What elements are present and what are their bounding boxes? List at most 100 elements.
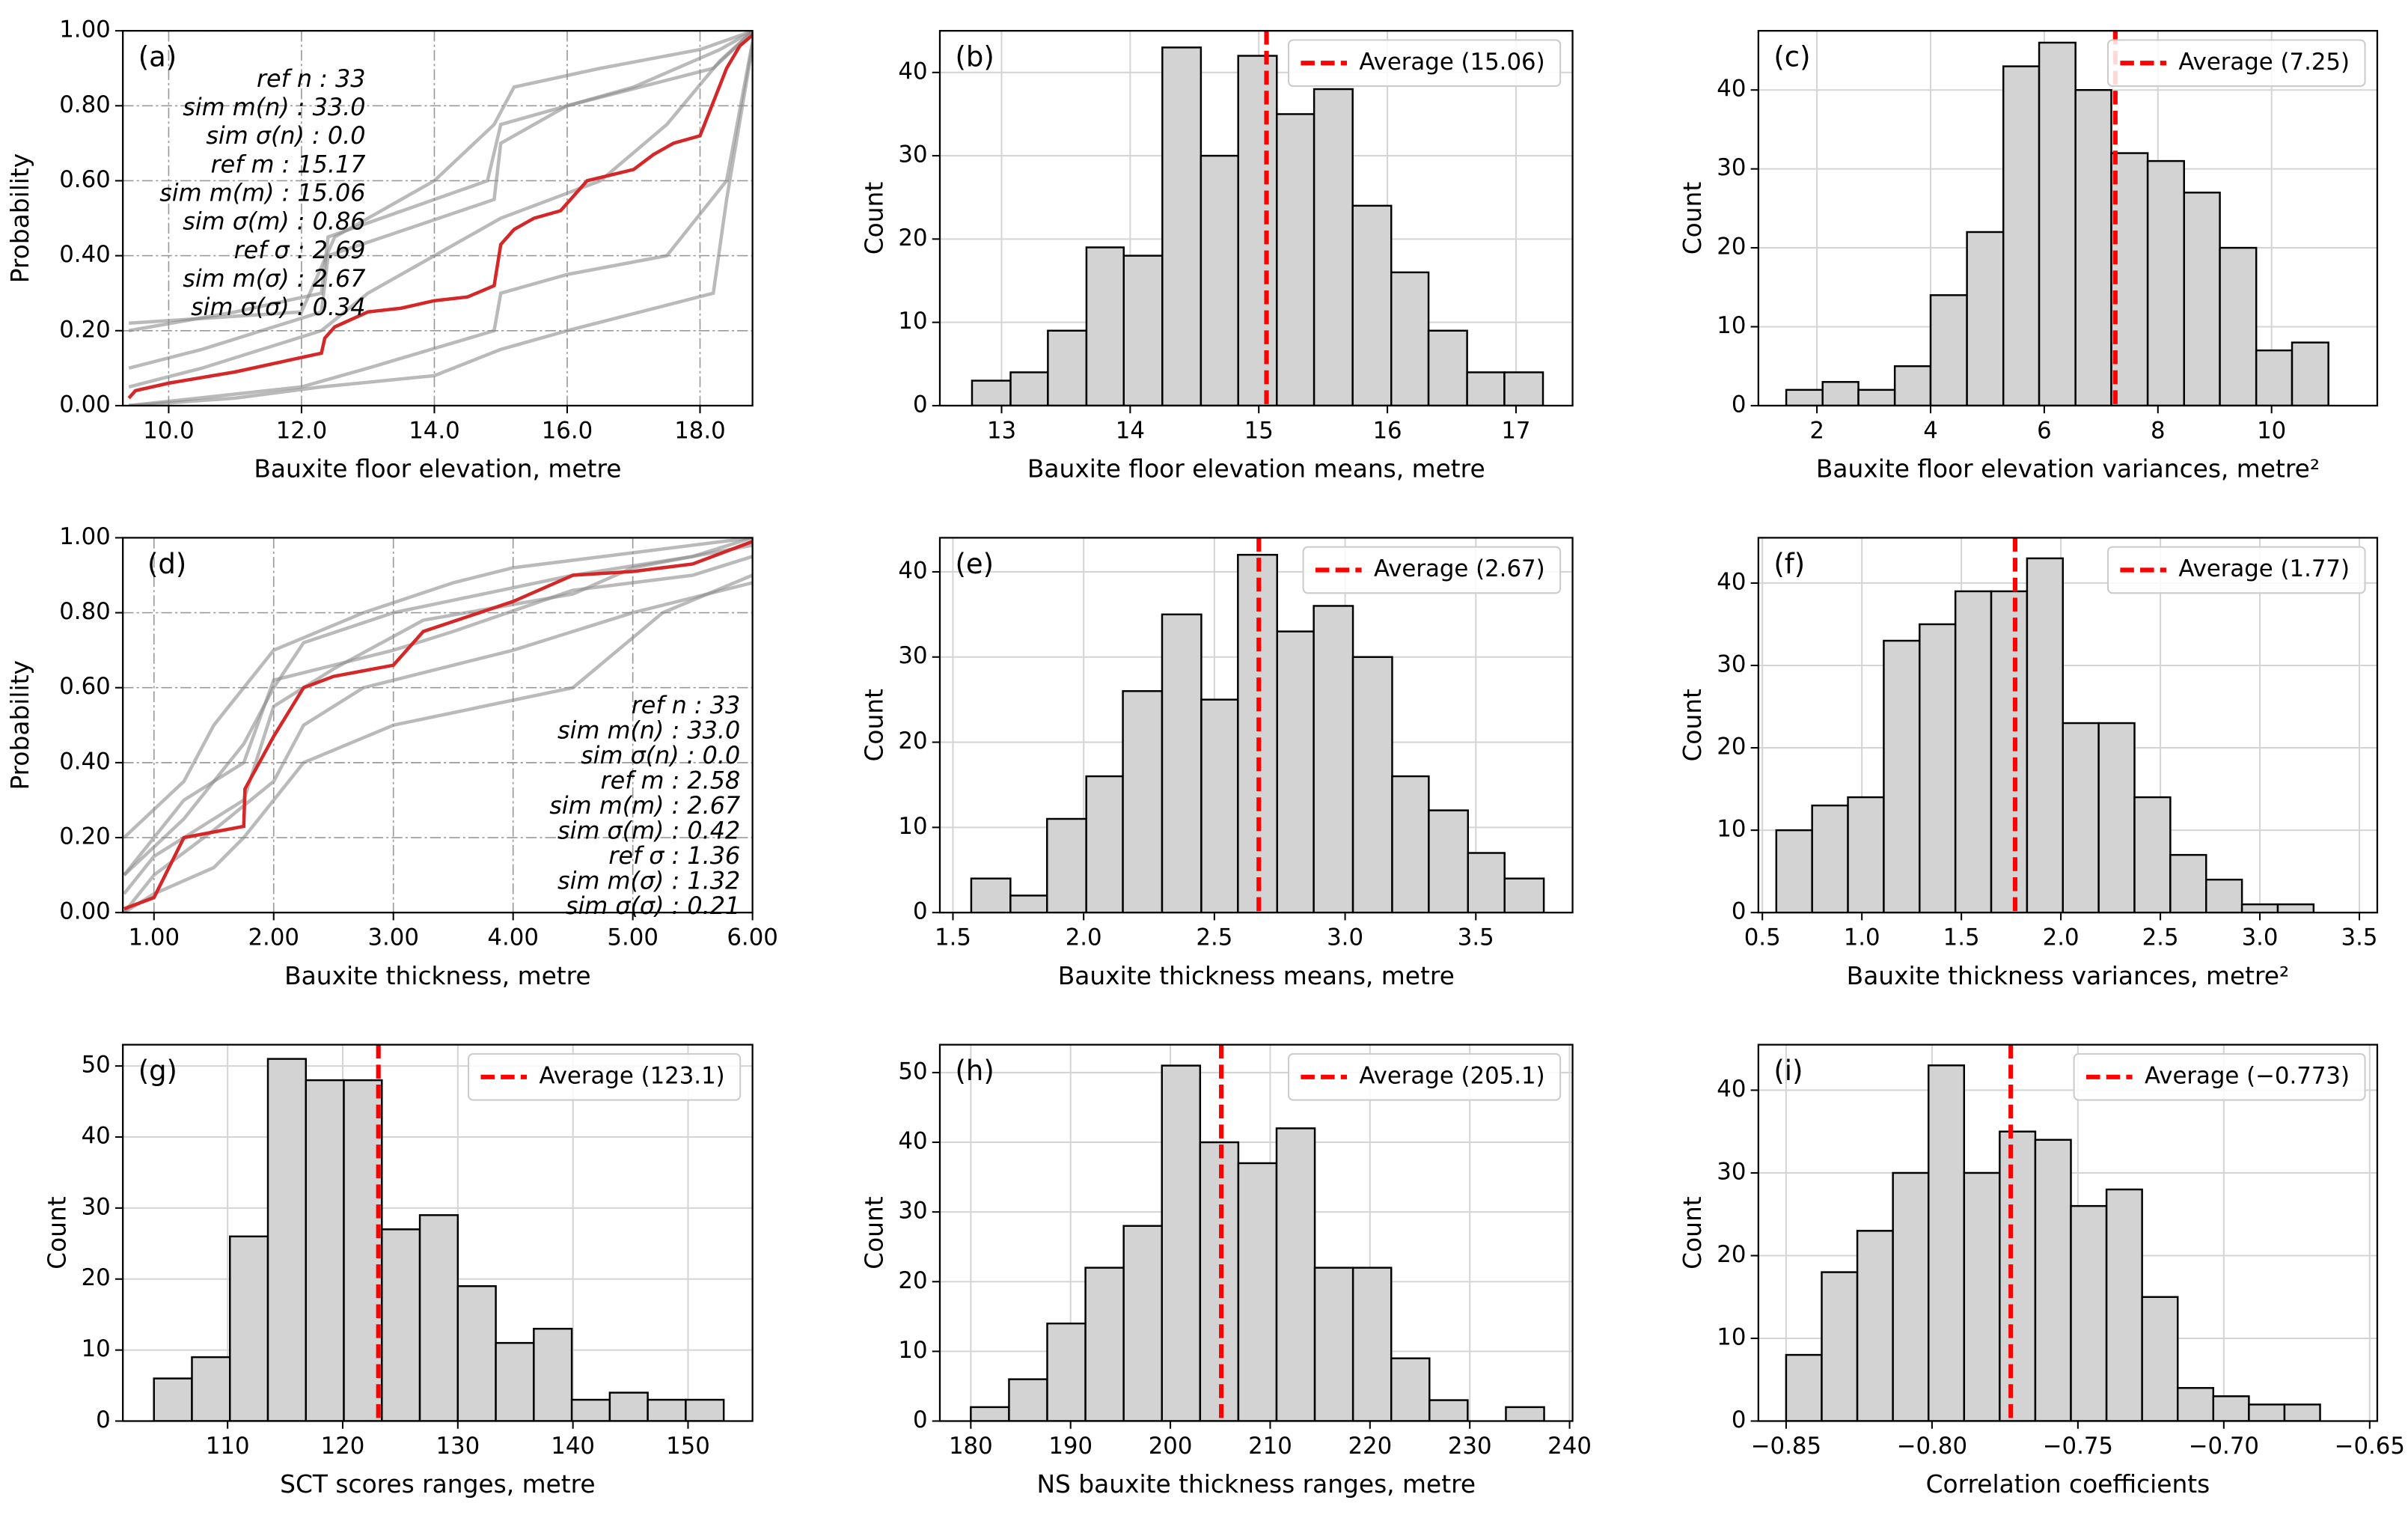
panel-label: (g) <box>138 1055 177 1087</box>
histogram-bar <box>2240 903 2279 913</box>
plot-area <box>1785 1044 2321 1421</box>
x-tick-label: 18.0 <box>674 417 726 444</box>
plot-area <box>971 31 1544 406</box>
x-tick-label: 130 <box>436 1433 480 1460</box>
panel-label: (f) <box>1773 548 1805 580</box>
histogram-bar <box>1084 1267 1125 1421</box>
histogram-bar <box>1237 1162 1278 1421</box>
y-tick-label: 0 <box>913 1406 928 1433</box>
annotation: sim m(m) : 2.67 <box>549 791 740 820</box>
x-axis-label: SCT scores ranges, metre <box>280 1470 595 1499</box>
y-tick-label: 0.80 <box>59 598 111 625</box>
y-tick-label: 1.00 <box>59 16 111 43</box>
x-tick-label: 2.0 <box>1066 924 1102 951</box>
histogram-bar <box>1927 1064 1966 1421</box>
x-tick-label: 16 <box>1372 417 1402 444</box>
histogram-bar <box>2183 192 2221 406</box>
histogram-bar <box>1883 639 1921 913</box>
y-tick-label: 10 <box>1717 312 1746 339</box>
y-tick-label: 30 <box>1717 154 1746 181</box>
y-axis-label: Count <box>860 1196 888 1269</box>
axes-frame <box>938 537 1574 914</box>
x-tick-label: 2 <box>1809 417 1824 444</box>
histogram-bar <box>1161 46 1203 406</box>
y-tick-label: 20 <box>1717 234 1746 260</box>
legend-box <box>1302 546 1562 594</box>
histogram-bar <box>1954 590 1993 913</box>
y-tick-label: 0 <box>1732 898 1747 925</box>
x-axis-label: Bauxite floor elevation variances, metre… <box>1816 455 2320 484</box>
annotation: sim σ(m) : 0.42 <box>557 816 740 844</box>
ecdf-line <box>129 31 753 326</box>
histogram-bar <box>1428 1399 1469 1421</box>
histogram-bar <box>2026 557 2064 913</box>
histogram-bar <box>1200 698 1239 913</box>
histogram-bar <box>647 1398 687 1421</box>
annotation: ref σ : 2.69 <box>234 236 366 264</box>
histogram-bar <box>1122 690 1164 913</box>
y-tick-label: 10 <box>898 308 927 335</box>
annotation: sim m(σ) : 2.67 <box>183 264 365 293</box>
histogram-bar <box>343 1079 383 1421</box>
x-tick-label: 1.5 <box>935 924 971 951</box>
legend: Average (205.1) <box>1287 1052 1562 1101</box>
panel: 0.5 1.0 1.5 2.0 2.5 3.0 3.5 0 10 20 30 40 Average (1… <box>1678 537 2379 990</box>
axes-frame <box>938 1043 1574 1422</box>
panel: 1.5 2.0 2.5 3.0 3.5 0 10 20 30 40 Average (2.67) (e… <box>860 537 1574 990</box>
x-tick-label: 8 <box>2151 417 2166 444</box>
histogram-bar <box>381 1228 421 1421</box>
histogram-bar <box>229 1235 269 1421</box>
panel-label: (d) <box>147 548 186 580</box>
x-tick-label: 3.5 <box>1458 924 1494 951</box>
histogram-bar <box>1785 1353 1823 1421</box>
x-tick-label: 1.5 <box>1943 924 1980 951</box>
annotation: sim σ(n) : 0.0 <box>206 121 365 150</box>
histogram-bar <box>1313 88 1354 406</box>
histogram-bar <box>1313 1267 1354 1421</box>
x-tick-label: 5.00 <box>607 924 658 951</box>
x-tick-label: 10.0 <box>143 417 195 444</box>
axes-frame <box>1757 1043 2379 1422</box>
y-tick-label: 40 <box>1717 568 1746 595</box>
histogram-bar <box>1503 877 1545 913</box>
legend: Average (123.1) <box>468 1052 742 1101</box>
x-tick-label: 220 <box>1348 1433 1392 1460</box>
y-axis-label: Count <box>1678 1196 1707 1269</box>
histogram-bar <box>1919 623 1957 913</box>
ecdf-line <box>123 537 753 839</box>
histogram-bar <box>1990 590 2029 913</box>
histogram-bar <box>2169 853 2207 913</box>
y-tick-label: 30 <box>898 141 927 168</box>
plot-area <box>153 1044 725 1421</box>
histogram-bar <box>1929 294 1968 406</box>
histogram-bar <box>2141 1296 2179 1421</box>
histogram-bar <box>970 1406 1010 1421</box>
axes-frame <box>122 537 754 914</box>
y-tick-label: 30 <box>1717 651 1746 678</box>
histogram-bar <box>266 1058 308 1421</box>
x-tick-label: 14 <box>1116 417 1145 444</box>
legend: Average (−0.773) <box>2073 1052 2366 1101</box>
x-tick-label: −0.85 <box>1751 1433 1821 1460</box>
histogram-bar <box>2097 722 2136 913</box>
y-tick-label: 30 <box>82 1193 111 1220</box>
panel-label: (h) <box>956 1055 994 1087</box>
x-tick-label: 13 <box>987 417 1016 444</box>
histogram-bar <box>1811 804 1849 913</box>
y-tick-label: 30 <box>1717 1158 1746 1185</box>
histogram-bar <box>970 877 1012 913</box>
y-tick-label: 0.80 <box>59 91 111 118</box>
y-tick-label: 0.60 <box>59 166 111 193</box>
histogram-bar <box>570 1398 611 1421</box>
legend-box <box>1287 39 1562 88</box>
x-tick-label: 0.5 <box>1744 924 1781 951</box>
y-tick-label: 0.00 <box>59 391 111 418</box>
legend-label: Average (15.06) <box>1359 49 1544 76</box>
y-tick-label: 30 <box>898 1198 927 1225</box>
annotation: ref σ : 1.36 <box>608 841 740 870</box>
histogram-bar <box>1085 775 1124 913</box>
x-tick-label: 120 <box>321 1433 365 1460</box>
y-tick-label: 0.40 <box>59 241 111 268</box>
histogram-bar <box>1313 605 1354 913</box>
